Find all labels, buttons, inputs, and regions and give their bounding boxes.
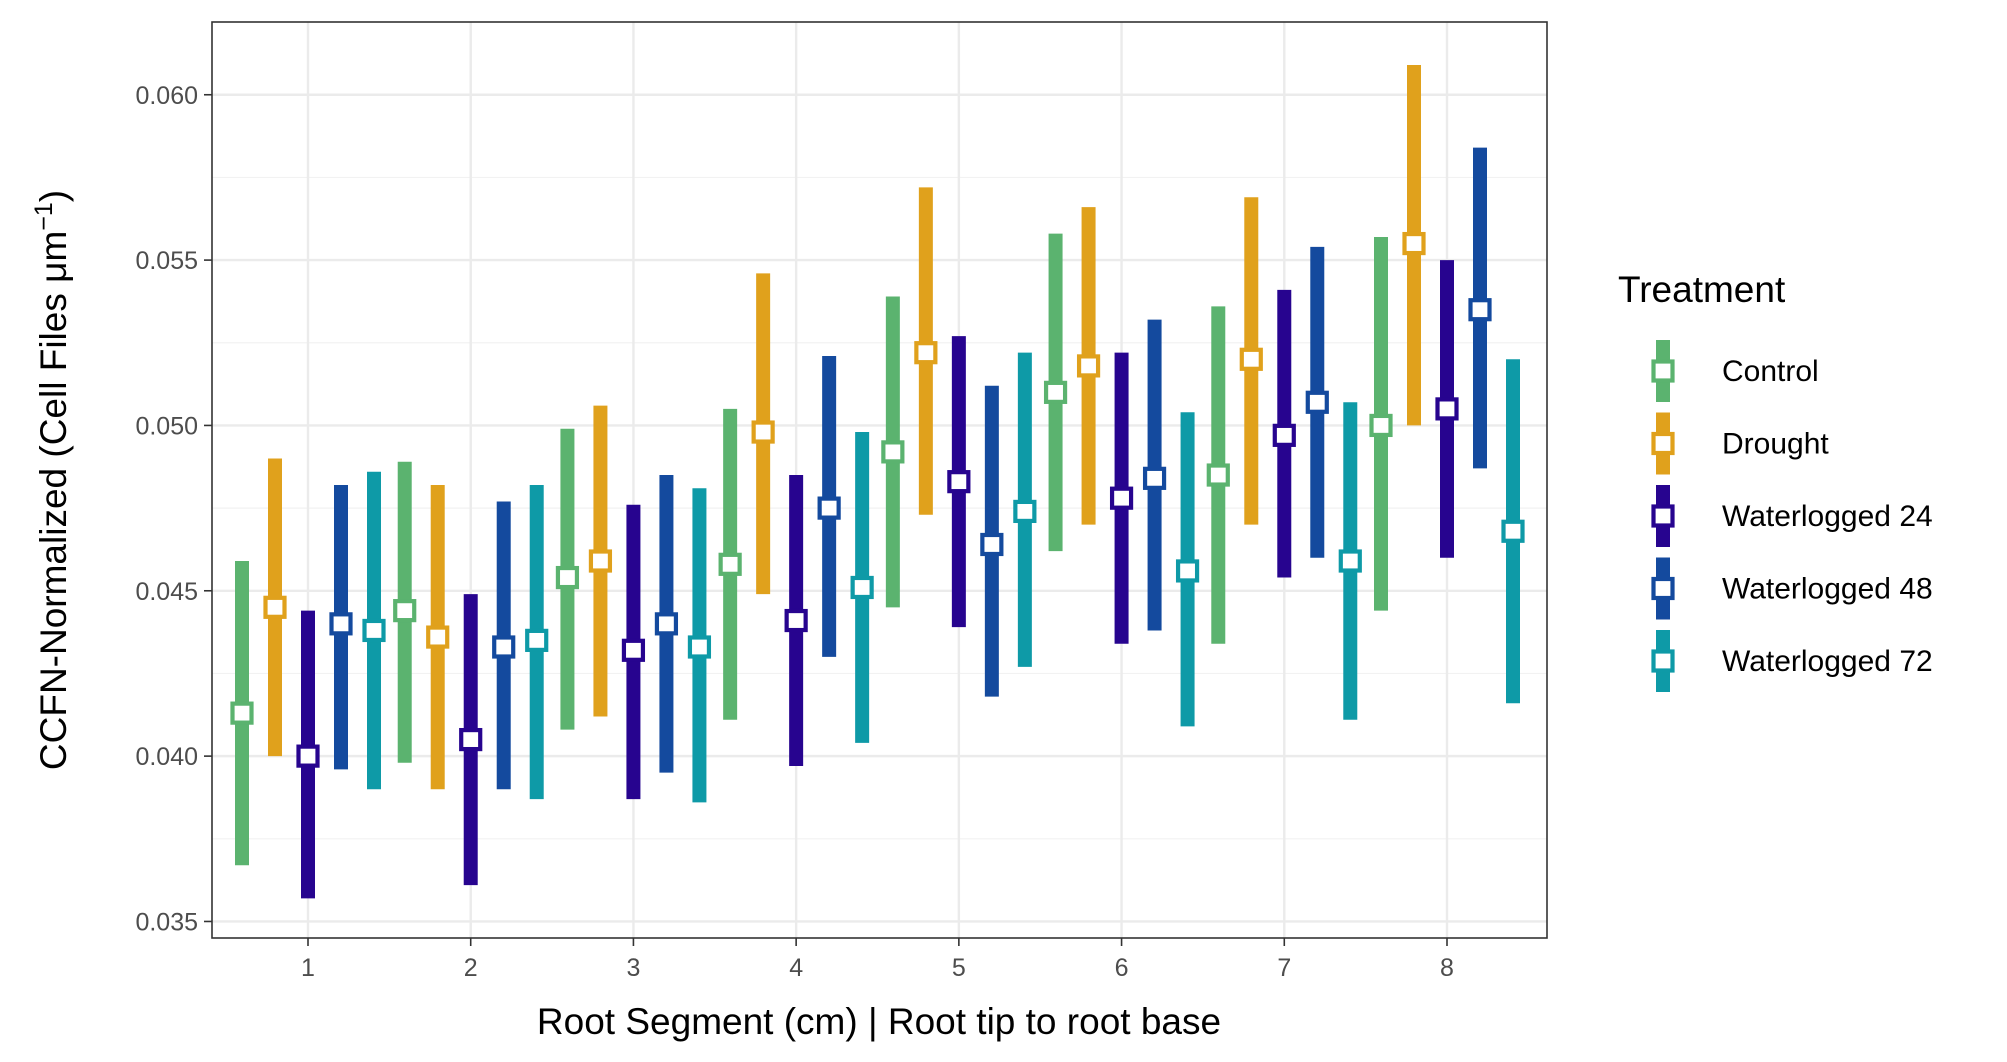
point-waterlogged-24 bbox=[1109, 486, 1134, 510]
y-tick-label: 0.060 bbox=[135, 82, 198, 110]
y-axis-title-main: CCFN-Normalized (Cell Files μm bbox=[33, 231, 74, 770]
point-control bbox=[555, 565, 580, 590]
y-axis-title: CCFN-Normalized (Cell Files μm−1) bbox=[30, 190, 74, 770]
point-waterlogged-48 bbox=[1468, 298, 1492, 322]
point-control bbox=[881, 440, 905, 464]
legend-key-point-waterlogged-72 bbox=[1651, 649, 1675, 673]
point-waterlogged-72 bbox=[687, 635, 712, 659]
plot-marks bbox=[230, 64, 1525, 899]
x-tick-label: 8 bbox=[1440, 954, 1454, 982]
y-tick-label: 0.055 bbox=[135, 247, 198, 275]
point-control bbox=[1206, 463, 1230, 487]
point-waterlogged-72 bbox=[1175, 559, 1200, 583]
point-waterlogged-48 bbox=[492, 635, 516, 659]
y-tick-label: 0.045 bbox=[135, 578, 198, 606]
legend-key-point-drought bbox=[1651, 431, 1675, 456]
x-tick-label: 6 bbox=[1115, 954, 1129, 982]
y-axis-title-close: ) bbox=[33, 190, 74, 202]
y-tick-label: 0.050 bbox=[135, 412, 198, 440]
legend-label-drought: Drought bbox=[1722, 428, 1829, 461]
point-drought bbox=[1402, 231, 1426, 256]
plot-panel-border bbox=[211, 21, 1548, 939]
point-drought bbox=[1239, 347, 1263, 371]
point-waterlogged-72 bbox=[1501, 519, 1525, 543]
y-tick-label: 0.035 bbox=[135, 908, 198, 936]
legend-key-point-waterlogged-48 bbox=[1651, 576, 1675, 601]
point-waterlogged-24 bbox=[459, 727, 483, 752]
legend-key-point-waterlogged-24 bbox=[1651, 504, 1675, 528]
point-waterlogged-24 bbox=[784, 608, 808, 633]
legend-label-waterlogged-24: Waterlogged 24 bbox=[1722, 500, 1933, 533]
legend-title: Treatment bbox=[1618, 269, 1786, 310]
point-waterlogged-24 bbox=[947, 470, 971, 494]
y-axis: 0.035 0.040 0.045 0.050 0.055 0.060 bbox=[135, 82, 212, 936]
point-waterlogged-24 bbox=[621, 638, 646, 662]
x-tick-label: 7 bbox=[1277, 954, 1291, 982]
x-tick-label: 5 bbox=[952, 954, 966, 982]
point-drought bbox=[426, 625, 450, 649]
point-control bbox=[718, 552, 742, 576]
x-tick-label: 1 bbox=[301, 954, 315, 982]
point-control bbox=[393, 599, 417, 623]
legend-key-point-control bbox=[1651, 359, 1675, 383]
legend-item-control: Control bbox=[1651, 340, 1819, 402]
point-control bbox=[1043, 380, 1068, 404]
legend-item-waterlogged-48: Waterlogged 48 bbox=[1651, 557, 1933, 620]
legend-item-waterlogged-24: Waterlogged 24 bbox=[1651, 485, 1933, 547]
legend-label-control: Control bbox=[1722, 355, 1819, 388]
point-waterlogged-72 bbox=[1338, 549, 1362, 573]
point-drought bbox=[914, 341, 938, 365]
point-drought bbox=[751, 420, 775, 444]
point-waterlogged-48 bbox=[1305, 390, 1329, 414]
x-axis-title: Root Segment (cm) | Root tip to root bas… bbox=[537, 1001, 1221, 1042]
point-control bbox=[230, 701, 254, 725]
legend-item-drought: Drought bbox=[1651, 412, 1829, 475]
y-tick-label: 0.040 bbox=[135, 743, 198, 771]
point-waterlogged-48 bbox=[980, 532, 1004, 557]
point-waterlogged-48 bbox=[329, 612, 353, 636]
point-waterlogged-72 bbox=[525, 628, 549, 652]
point-drought bbox=[588, 549, 613, 573]
point-control bbox=[1369, 413, 1393, 438]
legend-item-waterlogged-72: Waterlogged 72 bbox=[1651, 630, 1933, 692]
point-waterlogged-48 bbox=[654, 612, 679, 636]
x-tick-label: 3 bbox=[626, 954, 640, 982]
point-waterlogged-24 bbox=[1435, 397, 1459, 421]
point-waterlogged-24 bbox=[1272, 423, 1296, 447]
legend-label-waterlogged-72: Waterlogged 72 bbox=[1722, 645, 1933, 678]
point-drought bbox=[263, 595, 287, 619]
x-tick-label: 4 bbox=[789, 954, 803, 982]
legend: Treatment Control Drought Waterlogged 24 Wa… bbox=[1618, 269, 1933, 692]
point-waterlogged-48 bbox=[1142, 466, 1167, 490]
x-axis: 1 2 3 4 5 6 7 8 bbox=[301, 938, 1454, 982]
legend-label-waterlogged-48: Waterlogged 48 bbox=[1722, 573, 1933, 606]
point-waterlogged-72 bbox=[850, 575, 874, 600]
y-axis-title-exponent: −1 bbox=[30, 202, 58, 231]
point-waterlogged-72 bbox=[1013, 499, 1037, 524]
point-waterlogged-48 bbox=[817, 496, 841, 520]
point-waterlogged-24 bbox=[296, 744, 320, 768]
point-drought bbox=[1076, 354, 1101, 378]
point-waterlogged-72 bbox=[362, 618, 386, 643]
x-tick-label: 2 bbox=[464, 954, 478, 982]
